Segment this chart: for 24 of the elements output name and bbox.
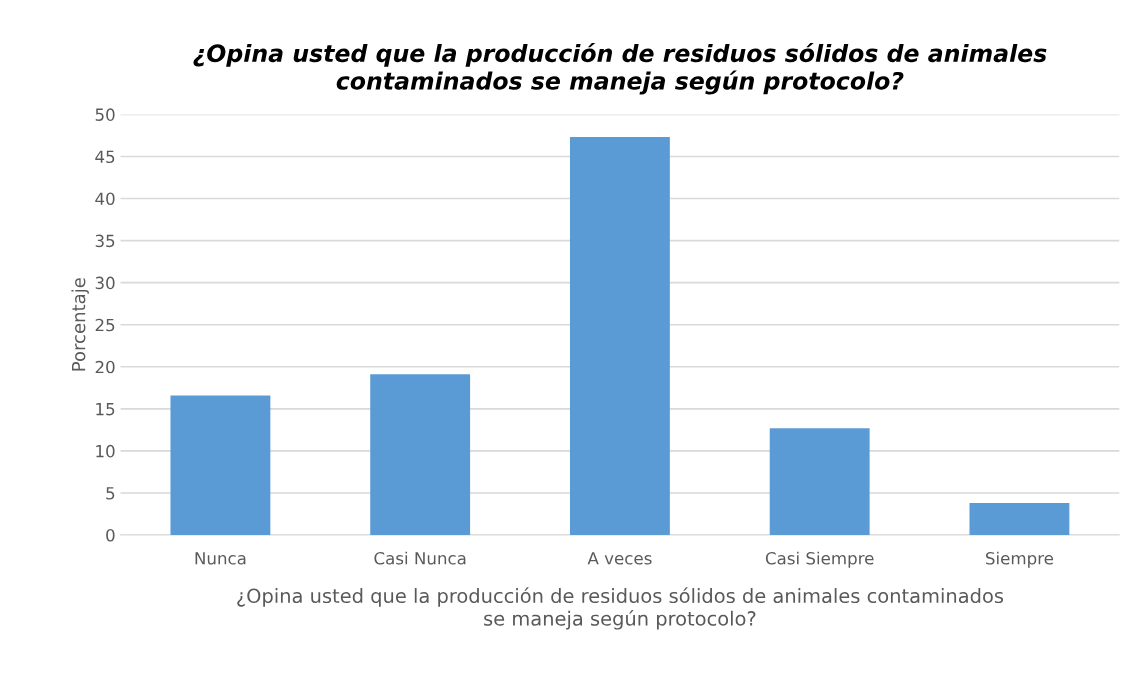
y-tick-label: 15 [96,403,115,416]
y-tick-label: 20 [95,360,115,374]
y-tick-label: 40 [95,192,115,206]
x-tick-label: Casi Nunca [374,551,466,565]
x-tick-label: Casi Siempre [765,551,874,568]
y-tick-label: 0 [106,529,115,542]
x-tick-label: A veces [587,552,652,565]
chart-title: ¿Opina usted que la producción de residuos sólidos de animales contaminados se maneja según protocolo? [193,42,1047,95]
y-tick-label: 10 [96,444,115,458]
y-tick-label: 25 [95,318,115,332]
x-axis-title: ¿Opina usted que la producción de residuos sólidos de animales contaminados se maneja según protocolo? [237,587,1004,630]
y-tick-label: 5 [106,487,115,500]
bar [170,395,271,536]
y-tick-label: 45 [95,150,115,164]
x-tick-label: Siempre [986,551,1054,568]
bar [769,428,870,536]
bar [969,503,1070,536]
x-tick-label: Nunca [195,552,246,565]
y-tick-label: 35 [95,234,115,248]
bar [569,137,670,536]
y-axis-title: Porcentaje [71,278,89,371]
y-tick-label: 50 [95,108,115,121]
y-tick-label: 30 [95,276,115,290]
bar [370,374,471,536]
